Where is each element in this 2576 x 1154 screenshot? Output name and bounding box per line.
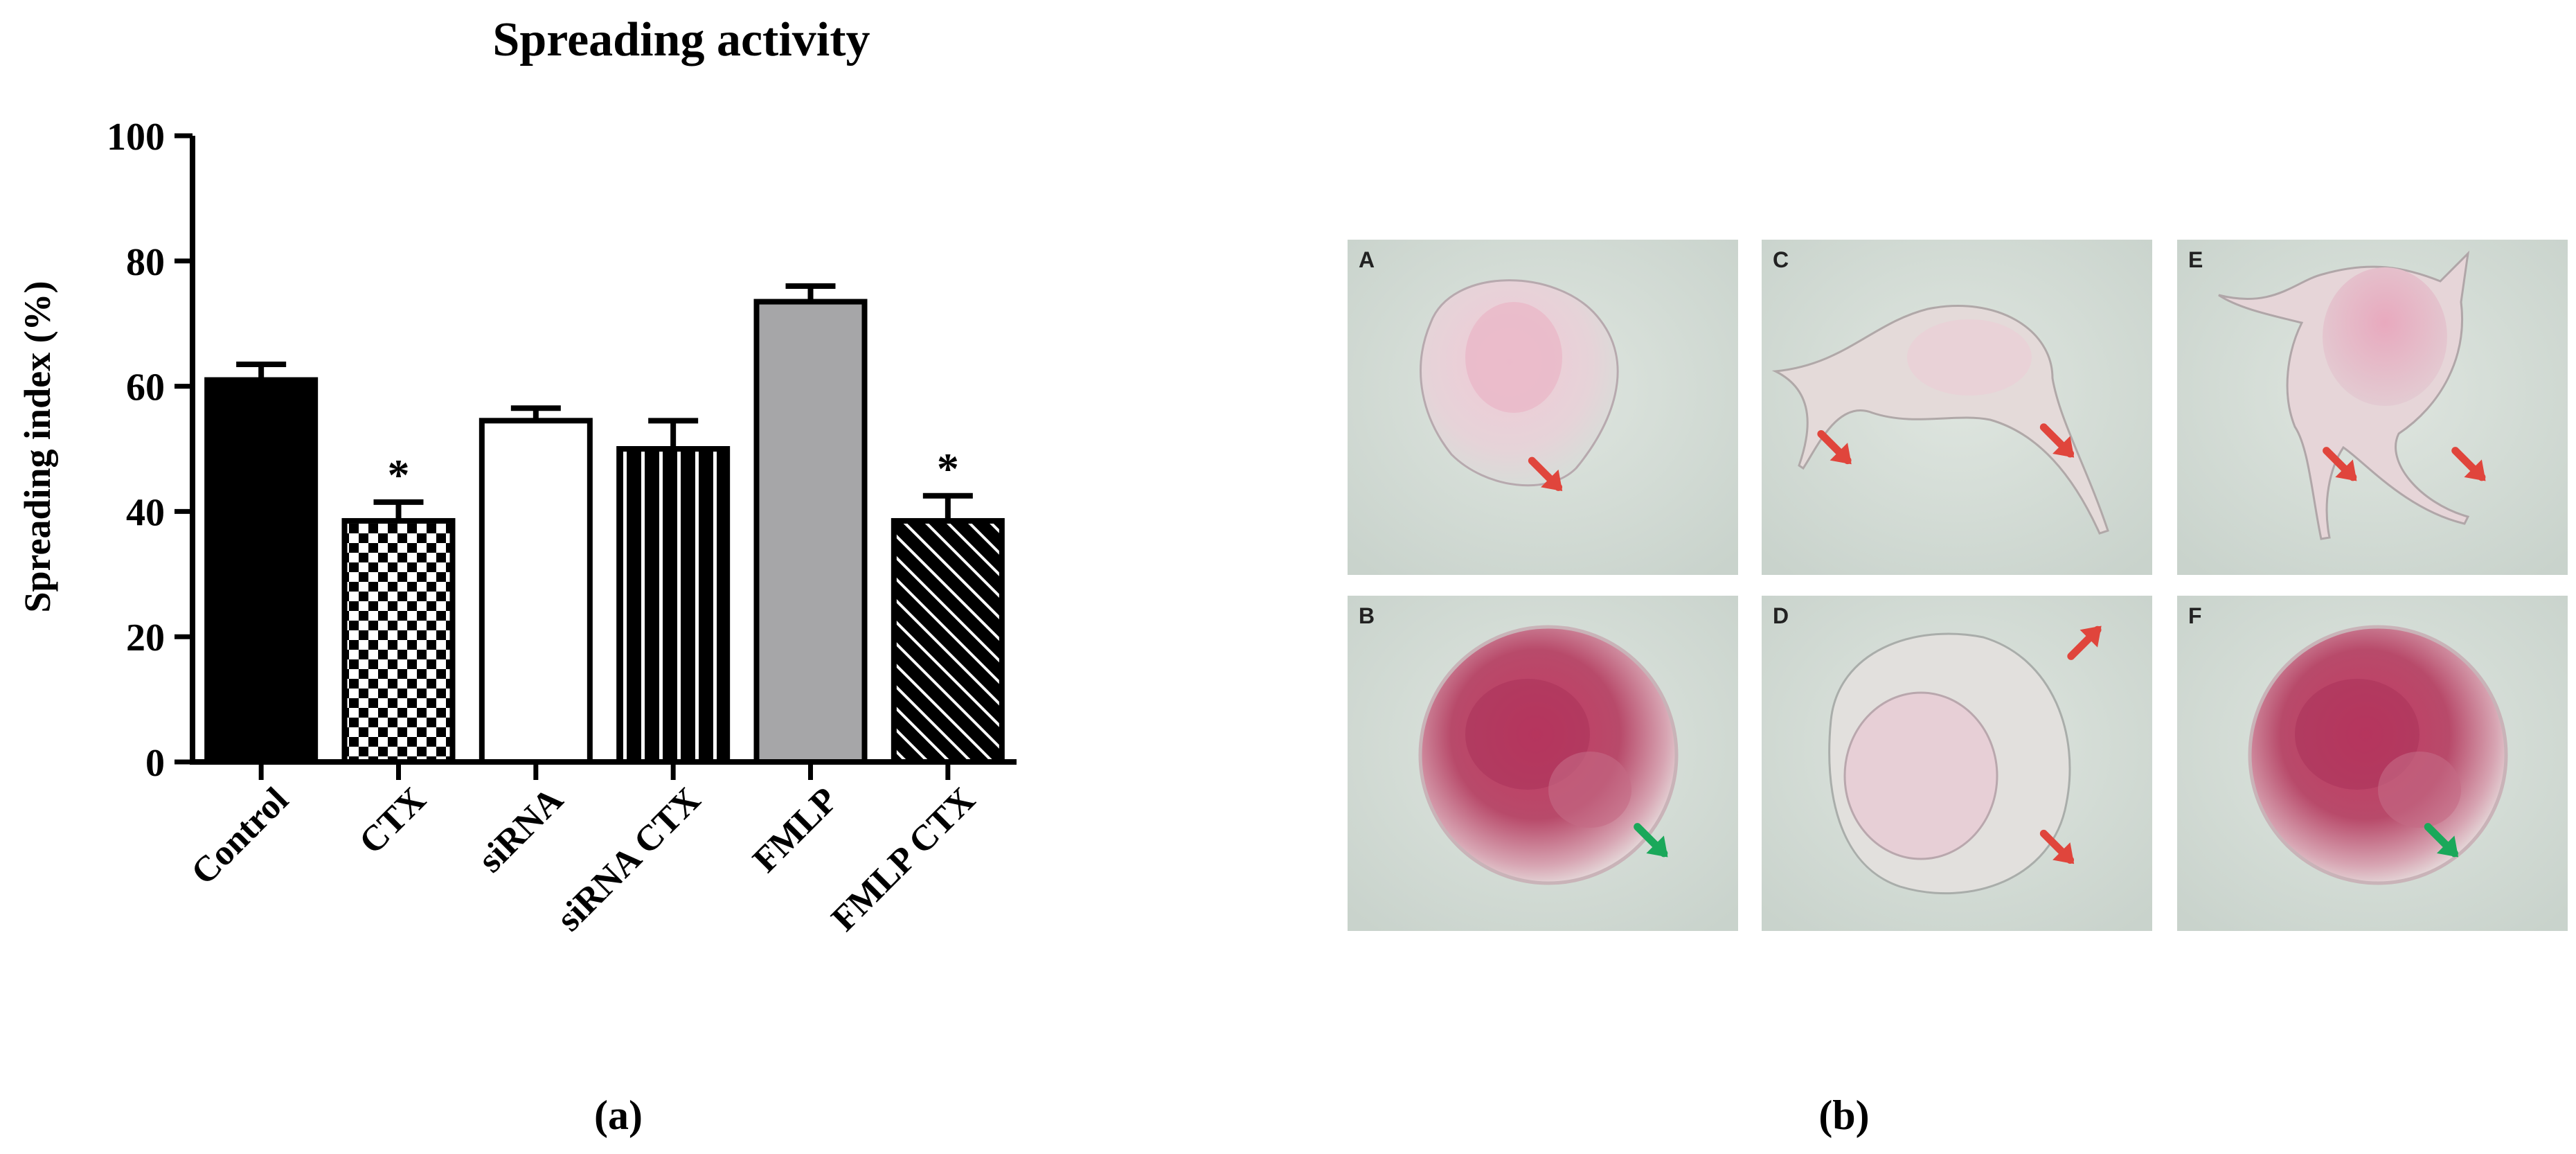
micrograph-panel: D xyxy=(1762,596,2152,931)
arrow-icon xyxy=(1817,429,1852,465)
x-tick-label: CTX xyxy=(352,780,433,862)
x-tick-label: siRNA xyxy=(471,780,571,880)
x-tick-label: FMLP CTX xyxy=(824,780,983,939)
significance-marker: * xyxy=(937,444,959,493)
arrow-icon xyxy=(1634,823,1668,858)
arrow-icon xyxy=(2039,829,2075,864)
bar-group xyxy=(204,361,319,765)
y-tick-label: 100 xyxy=(107,116,165,159)
cell-image xyxy=(2248,625,2508,885)
micrograph-letter: B xyxy=(1359,603,1375,628)
panel-label-a: (a) xyxy=(594,1092,643,1138)
micrograph-panel: E xyxy=(2177,240,2568,575)
bar-group: * xyxy=(341,450,456,765)
micrograph-panel: F xyxy=(2177,596,2568,931)
panel-label-b: (b) xyxy=(1818,1092,1869,1138)
y-tick-label: 80 xyxy=(126,241,165,284)
arrow-icon xyxy=(2451,447,2486,481)
bar-chart: Spreading activity Spreading index (%) 0… xyxy=(17,13,1017,939)
bar-group xyxy=(478,405,593,765)
cell-image xyxy=(1418,625,1679,885)
bar-group: * xyxy=(891,444,1005,765)
arrow-icon xyxy=(2323,447,2357,481)
bar-group xyxy=(753,283,868,765)
y-tick-label: 60 xyxy=(126,366,165,409)
cell-image xyxy=(1828,632,2071,895)
bar xyxy=(616,446,731,765)
micrograph-panel: C xyxy=(1762,240,2152,575)
bars: * * xyxy=(204,283,1005,765)
x-tick-label: FMLP xyxy=(746,780,846,880)
y-tick-label: 0 xyxy=(145,742,165,785)
micrograph-grid: A C E B D F xyxy=(1348,240,2568,931)
micrograph-panel: A xyxy=(1348,240,1738,575)
arrow-icon xyxy=(2067,625,2102,660)
bar-group xyxy=(616,418,731,765)
arrow-icon xyxy=(2039,423,2075,458)
x-tick-label: Control xyxy=(184,780,296,892)
micrograph-letter: E xyxy=(2188,247,2203,272)
cell-image xyxy=(1420,279,1619,487)
arrow-icon xyxy=(1528,456,1563,491)
bar xyxy=(341,517,456,765)
micrograph-letter: A xyxy=(1359,247,1375,272)
y-axis: 0 20 40 60 80 100 xyxy=(107,116,195,785)
bar xyxy=(753,299,868,765)
micrograph-letter: F xyxy=(2188,603,2202,628)
cell-image xyxy=(1771,305,2109,535)
bar xyxy=(204,377,319,765)
cell-image xyxy=(2218,250,2470,540)
micrograph-panel: B xyxy=(1348,596,1738,931)
y-tick-label: 40 xyxy=(126,491,165,534)
chart-title: Spreading activity xyxy=(492,13,870,66)
x-tick-label: siRNA CTX xyxy=(549,780,708,939)
micrograph-letter: C xyxy=(1773,247,1789,272)
bar xyxy=(891,517,1005,765)
micrograph-letter: D xyxy=(1773,603,1789,628)
y-axis-label: Spreading index (%) xyxy=(17,281,58,612)
bar xyxy=(478,418,593,765)
significance-marker: * xyxy=(388,450,410,499)
y-tick-label: 20 xyxy=(126,616,165,659)
arrow-icon xyxy=(2424,823,2459,858)
